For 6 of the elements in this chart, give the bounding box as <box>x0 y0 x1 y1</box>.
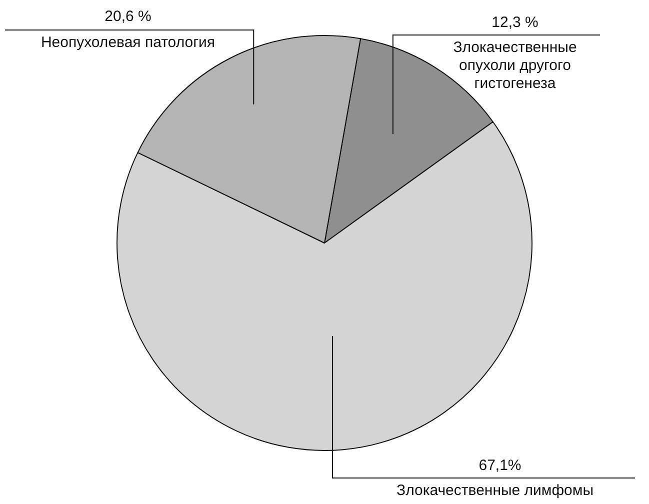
slice-label: Неопухолевая патология <box>40 34 216 51</box>
slice-label: Злокачественные опухоли другого гистогенеза <box>453 39 577 92</box>
slice-label: Злокачественные лимфомы <box>396 482 594 499</box>
data-label: 67,1% <box>478 457 522 474</box>
data-label: 12,3 % <box>492 14 538 31</box>
data-label: 20,6 % <box>104 8 152 25</box>
